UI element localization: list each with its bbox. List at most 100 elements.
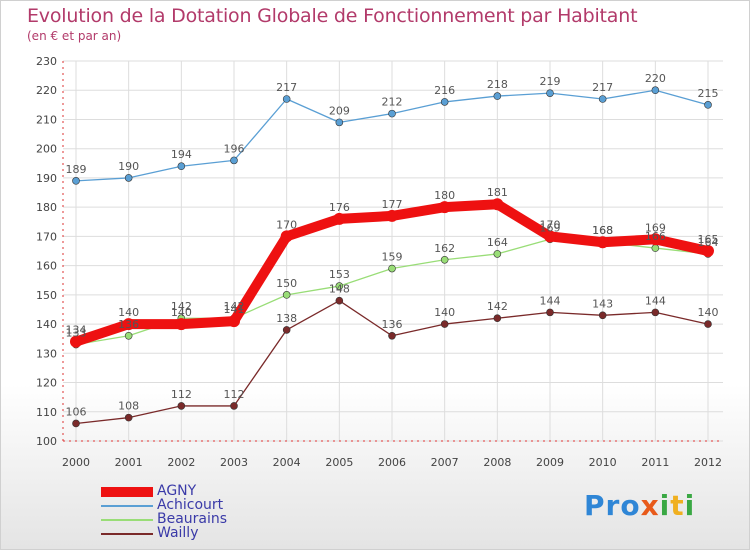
data-label-agny: 180 (434, 189, 455, 202)
legend-swatch-agny (101, 487, 153, 497)
series-layer (70, 86, 714, 428)
y-tick-label: 120 (36, 377, 57, 390)
data-point-achicourt (598, 95, 607, 103)
data-point-agny (438, 201, 451, 214)
data-label-achicourt: 215 (698, 87, 719, 100)
y-tick-label: 110 (36, 406, 57, 419)
legend-swatch-achicourt (101, 505, 153, 507)
data-label-achicourt: 209 (329, 104, 350, 117)
data-label-wailly: 142 (487, 300, 508, 313)
data-point-agny (228, 315, 240, 328)
data-point-achicourt (546, 89, 554, 97)
data-label-beaurains: 162 (434, 242, 455, 255)
data-label-beaurains: 142 (171, 300, 192, 313)
data-point-agny (702, 245, 714, 257)
data-label-wailly: 138 (276, 312, 297, 325)
data-point-achicourt (230, 156, 238, 165)
data-label-agny: 169 (645, 221, 666, 234)
data-label-beaurains: 142 (224, 300, 245, 313)
grid-layer (63, 60, 723, 442)
y-tick-label: 150 (36, 289, 57, 302)
legend-swatch-beaurains (101, 519, 153, 521)
data-label-wailly: 140 (698, 306, 719, 319)
axis-layer: 100 110 120 130 140 150 160 170 180 190 200 210 220 2… (36, 55, 723, 469)
data-label-agny: 140 (171, 306, 192, 319)
data-point-wailly (651, 308, 660, 317)
x-tick-label: 2005 (325, 456, 353, 469)
data-label-wailly: 143 (592, 297, 613, 310)
data-label-agny: 168 (592, 224, 613, 237)
data-point-achicourt (72, 177, 80, 185)
y-tick-label: 210 (36, 113, 57, 126)
y-tick-label: 180 (36, 201, 57, 214)
data-label-achicourt: 219 (540, 75, 561, 88)
data-label-agny: 140 (118, 306, 139, 319)
data-point-beaurains (282, 291, 291, 299)
data-point-achicourt (124, 174, 133, 182)
data-label-beaurains: 150 (276, 277, 297, 290)
x-tick-label: 2001 (115, 456, 143, 469)
data-label-achicourt: 216 (434, 84, 455, 97)
y-tick-label: 220 (36, 84, 57, 97)
y-tick-label: 190 (36, 172, 57, 185)
data-label-achicourt: 212 (382, 96, 403, 109)
data-label-achicourt: 190 (118, 160, 139, 173)
data-point-agny (280, 230, 293, 243)
x-tick-label: 2007 (431, 456, 459, 469)
data-label-agny: 177 (382, 198, 403, 211)
data-label-agny: 141 (224, 303, 245, 316)
proxiti-logo: Proxiti (584, 489, 696, 522)
legend-label-agny: AGNY (157, 483, 197, 499)
data-point-agny (386, 209, 398, 222)
data-point-agny (544, 230, 556, 243)
data-label-achicourt: 196 (224, 142, 245, 155)
data-label-achicourt: 217 (592, 81, 613, 94)
data-point-beaurains (124, 331, 133, 340)
data-label-agny: 181 (487, 186, 508, 199)
data-label-achicourt: 217 (276, 81, 297, 94)
data-label-beaurains: 164 (698, 236, 719, 249)
data-label-wailly: 144 (645, 294, 666, 307)
data-label-achicourt: 189 (66, 163, 87, 176)
data-point-agny (491, 198, 504, 211)
data-point-wailly (282, 326, 291, 334)
data-label-beaurains: 159 (382, 251, 403, 264)
x-tick-label: 2004 (273, 456, 301, 469)
data-point-beaurains (493, 250, 502, 258)
x-tick-label: 2011 (641, 456, 669, 469)
data-point-agny (596, 236, 609, 249)
data-point-wailly (124, 413, 133, 422)
data-point-agny (122, 318, 135, 331)
data-point-wailly (546, 308, 554, 317)
data-label-achicourt: 220 (645, 72, 666, 85)
y-tick-label: 170 (36, 230, 57, 243)
data-label-agny: 170 (540, 218, 561, 231)
legend-label-achicourt: Achicourt (157, 497, 224, 513)
legend-label-beaurains: Beaurains (157, 511, 228, 527)
data-point-wailly (177, 402, 186, 410)
data-point-wailly (598, 311, 607, 320)
x-tick-label: 2006 (378, 456, 406, 469)
data-point-wailly (704, 320, 712, 328)
data-label-wailly: 112 (224, 388, 245, 401)
data-point-wailly (388, 331, 396, 340)
y-tick-label: 100 (36, 435, 57, 448)
data-point-beaurains (440, 255, 449, 264)
data-label-wailly: 140 (434, 306, 455, 319)
data-point-achicourt (493, 92, 502, 100)
data-point-achicourt (388, 109, 396, 118)
data-point-wailly (72, 419, 80, 428)
data-point-achicourt (177, 162, 186, 171)
data-label-beaurains: 166 (645, 230, 666, 243)
y-tick-label: 130 (36, 347, 57, 360)
data-point-wailly (335, 296, 344, 305)
data-point-agny (649, 233, 662, 246)
data-label-beaurains: 133 (66, 327, 87, 340)
x-tick-label: 2009 (536, 456, 564, 469)
chart-title: Evolution de la Dotation Globale de Fonc… (27, 5, 638, 27)
data-point-beaurains (388, 264, 396, 273)
x-tick-label: 2000 (62, 456, 90, 469)
